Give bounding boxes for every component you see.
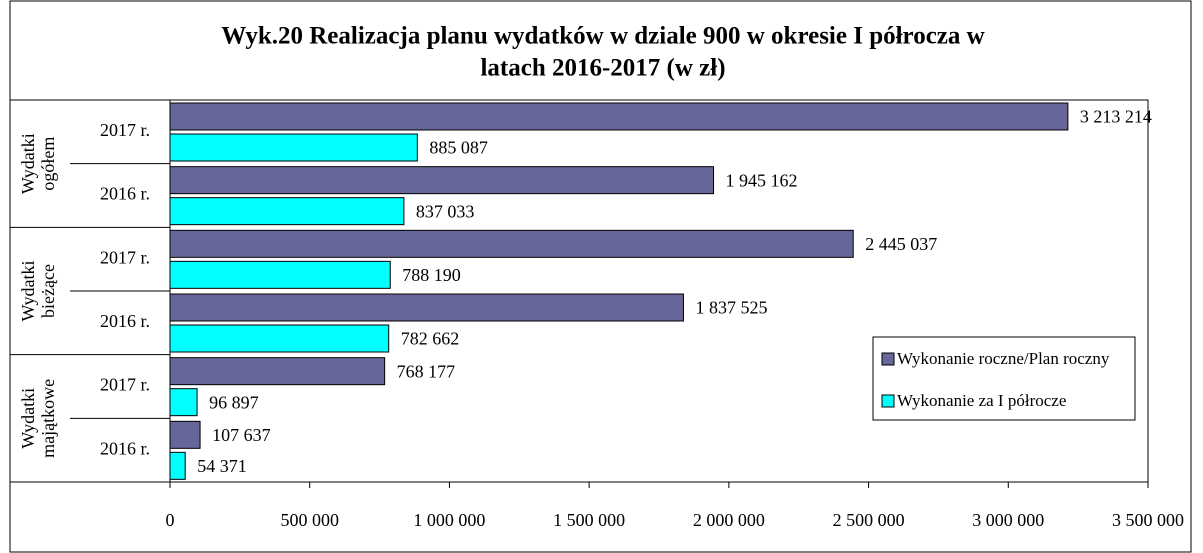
bar [169, 324, 390, 353]
x-tick-label: 1 000 000 [413, 510, 485, 530]
data-label: 768 177 [397, 361, 456, 381]
bar [169, 388, 198, 417]
x-tick-label: 2 000 000 [693, 510, 765, 530]
x-tick-label: 0 [166, 510, 175, 530]
data-label: 1 945 162 [726, 170, 798, 190]
group-label-line: Wydatki [18, 261, 38, 322]
bar [169, 229, 854, 258]
data-label: 107 637 [212, 425, 270, 445]
y-tick-label: 2017 r. [100, 375, 150, 395]
x-tick-label: 1 500 000 [553, 510, 625, 530]
bar [169, 260, 391, 289]
x-tick-label: 3 000 000 [972, 510, 1044, 530]
data-label: 782 662 [401, 329, 460, 349]
chart-title: latach 2016-2017 (w zł) [480, 55, 725, 82]
group-label-line: Wydatki [18, 388, 38, 449]
group-label: Wydatki ogółem [18, 133, 58, 194]
x-tick-label: 2 500 000 [833, 510, 905, 530]
data-label: 837 033 [416, 201, 475, 221]
group-label: Wydatki majątkowe [18, 379, 58, 458]
data-label: 788 190 [402, 265, 461, 285]
data-label: 3 213 214 [1080, 107, 1152, 127]
bar [169, 133, 418, 162]
bar [169, 197, 405, 226]
bar [169, 451, 186, 480]
bar [169, 293, 684, 322]
x-tick-label: 3 500 000 [1112, 510, 1184, 530]
data-label: 2 445 037 [865, 234, 937, 254]
legend-swatch [881, 394, 895, 408]
data-label: 1 837 525 [695, 298, 767, 318]
group-label: Wydatki bieżące [18, 261, 58, 322]
data-label: 885 087 [429, 138, 488, 158]
y-tick-label: 2016 r. [100, 311, 150, 331]
legend-label: Wykonanie roczne/Plan roczny [897, 349, 1110, 368]
bar [169, 166, 715, 195]
group-label-line: majątkowe [38, 379, 58, 458]
y-tick-label: 2017 r. [100, 120, 150, 140]
legend-label: Wykonanie za I półrocze [897, 391, 1066, 410]
data-label: 96 897 [209, 392, 259, 412]
y-tick-label: 2016 r. [100, 438, 150, 458]
group-label-line: ogółem [38, 137, 58, 191]
y-tick-label: 2017 r. [100, 247, 150, 267]
bar [169, 420, 201, 449]
legend-swatch [881, 352, 895, 366]
group-label-line: bieżące [38, 264, 58, 318]
y-tick-label: 2016 r. [100, 184, 150, 204]
x-tick-label: 500 000 [280, 510, 339, 530]
data-label: 54 371 [197, 456, 247, 476]
bar [169, 102, 1069, 131]
group-label-line: Wydatki [18, 133, 38, 194]
legend-box [872, 336, 1136, 421]
chart-title: Wyk.20 Realizacja planu wydatków w dzial… [221, 23, 984, 50]
bar [169, 357, 386, 386]
